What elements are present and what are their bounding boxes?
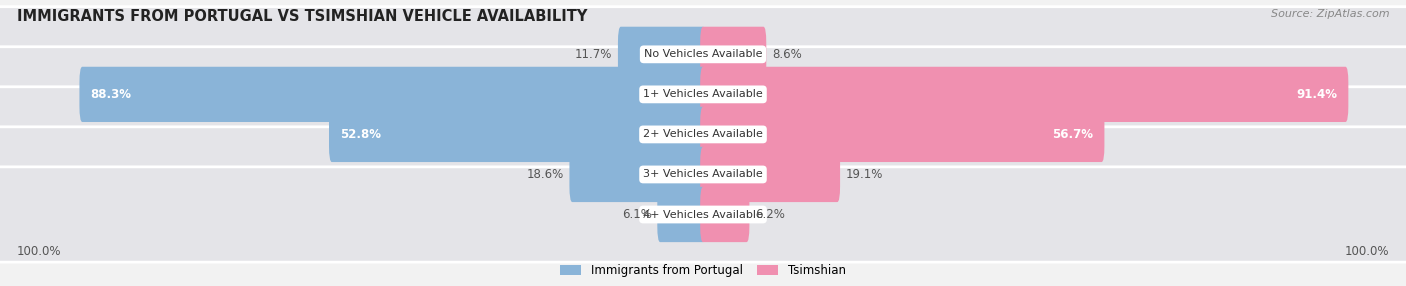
Text: 1+ Vehicles Available: 1+ Vehicles Available	[643, 90, 763, 99]
Text: 6.1%: 6.1%	[621, 208, 652, 221]
Text: 52.8%: 52.8%	[340, 128, 381, 141]
Text: 6.2%: 6.2%	[755, 208, 785, 221]
FancyBboxPatch shape	[0, 87, 1406, 182]
Text: 19.1%: 19.1%	[846, 168, 883, 181]
Text: Source: ZipAtlas.com: Source: ZipAtlas.com	[1271, 9, 1389, 19]
Text: 8.6%: 8.6%	[772, 48, 801, 61]
FancyBboxPatch shape	[700, 187, 749, 242]
FancyBboxPatch shape	[657, 187, 706, 242]
FancyBboxPatch shape	[0, 7, 1406, 102]
Text: 91.4%: 91.4%	[1296, 88, 1337, 101]
FancyBboxPatch shape	[569, 147, 706, 202]
FancyBboxPatch shape	[700, 147, 841, 202]
Text: 4+ Vehicles Available: 4+ Vehicles Available	[643, 210, 763, 219]
Text: 100.0%: 100.0%	[17, 245, 62, 258]
Text: 11.7%: 11.7%	[575, 48, 613, 61]
FancyBboxPatch shape	[0, 47, 1406, 142]
Text: IMMIGRANTS FROM PORTUGAL VS TSIMSHIAN VEHICLE AVAILABILITY: IMMIGRANTS FROM PORTUGAL VS TSIMSHIAN VE…	[17, 9, 588, 23]
FancyBboxPatch shape	[0, 167, 1406, 262]
FancyBboxPatch shape	[700, 107, 1105, 162]
Text: 3+ Vehicles Available: 3+ Vehicles Available	[643, 170, 763, 179]
Text: 2+ Vehicles Available: 2+ Vehicles Available	[643, 130, 763, 139]
Text: 88.3%: 88.3%	[91, 88, 132, 101]
Text: 100.0%: 100.0%	[1344, 245, 1389, 258]
Text: No Vehicles Available: No Vehicles Available	[644, 49, 762, 59]
FancyBboxPatch shape	[79, 67, 706, 122]
FancyBboxPatch shape	[329, 107, 706, 162]
Text: 56.7%: 56.7%	[1052, 128, 1094, 141]
FancyBboxPatch shape	[619, 27, 706, 82]
FancyBboxPatch shape	[700, 67, 1348, 122]
FancyBboxPatch shape	[0, 127, 1406, 222]
Legend: Immigrants from Portugal, Tsimshian: Immigrants from Portugal, Tsimshian	[560, 264, 846, 277]
FancyBboxPatch shape	[700, 27, 766, 82]
Text: 18.6%: 18.6%	[527, 168, 564, 181]
